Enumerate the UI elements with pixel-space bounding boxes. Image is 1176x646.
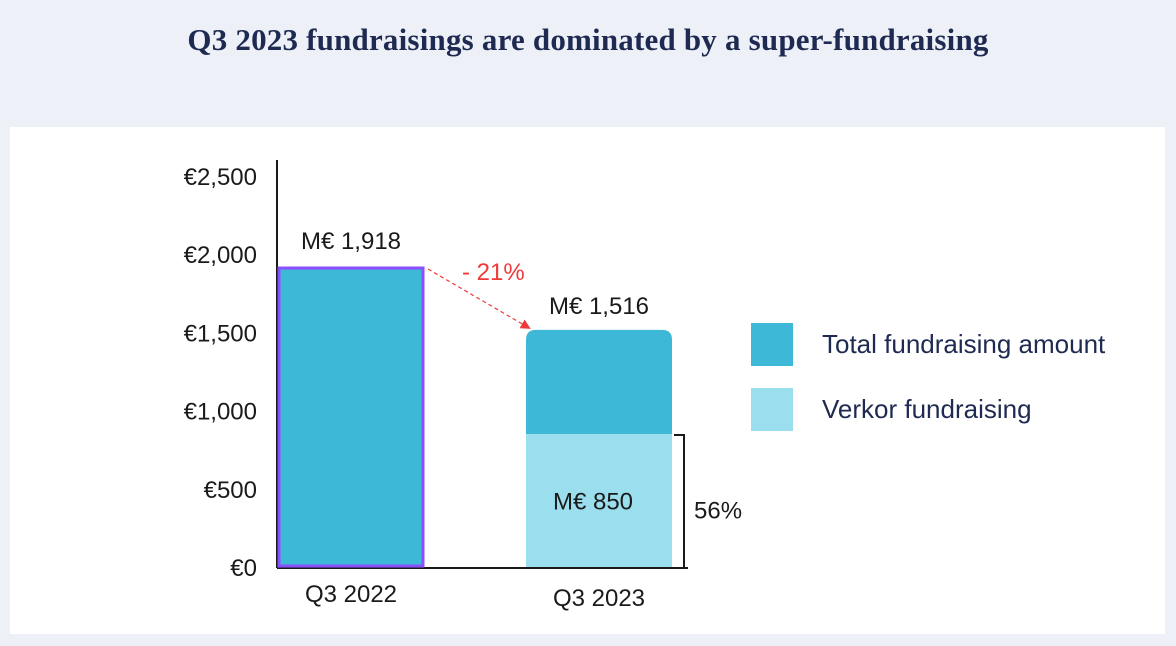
y-tick-label: €2,000 [184, 242, 257, 269]
chart-title: Q3 2023 fundraisings are dominated by a … [187, 22, 989, 57]
legend-swatch [751, 388, 793, 431]
x-tick-label: Q3 2023 [553, 585, 645, 612]
y-tick-label: €1,000 [184, 399, 257, 426]
y-tick-label: €500 [204, 477, 257, 504]
y-tick-label: €2,500 [184, 164, 257, 191]
bar-verkor-q3-2023 [526, 434, 672, 567]
legend-label: Total fundraising amount [822, 329, 1106, 359]
share-bracket [674, 434, 685, 569]
bar-highlight-outline [277, 266, 425, 568]
data-label-q3-2022: M€ 1,918 [301, 228, 401, 255]
change-label: - 21% [462, 259, 525, 286]
y-tick-label: €0 [230, 555, 257, 582]
y-tick-label: €1,500 [184, 320, 257, 347]
data-label-q3-2023: M€ 1,516 [549, 293, 649, 320]
change-arrow [427, 268, 531, 329]
legend-label: Verkor fundraising [822, 394, 1032, 424]
bar-total-q3-2023 [526, 329, 672, 435]
bar-total-q3-2022 [278, 267, 424, 567]
x-tick-label: Q3 2022 [305, 581, 397, 608]
data-label-verkor: M€ 850 [553, 489, 633, 516]
legend-swatch [751, 323, 793, 366]
share-label: 56% [694, 498, 742, 525]
